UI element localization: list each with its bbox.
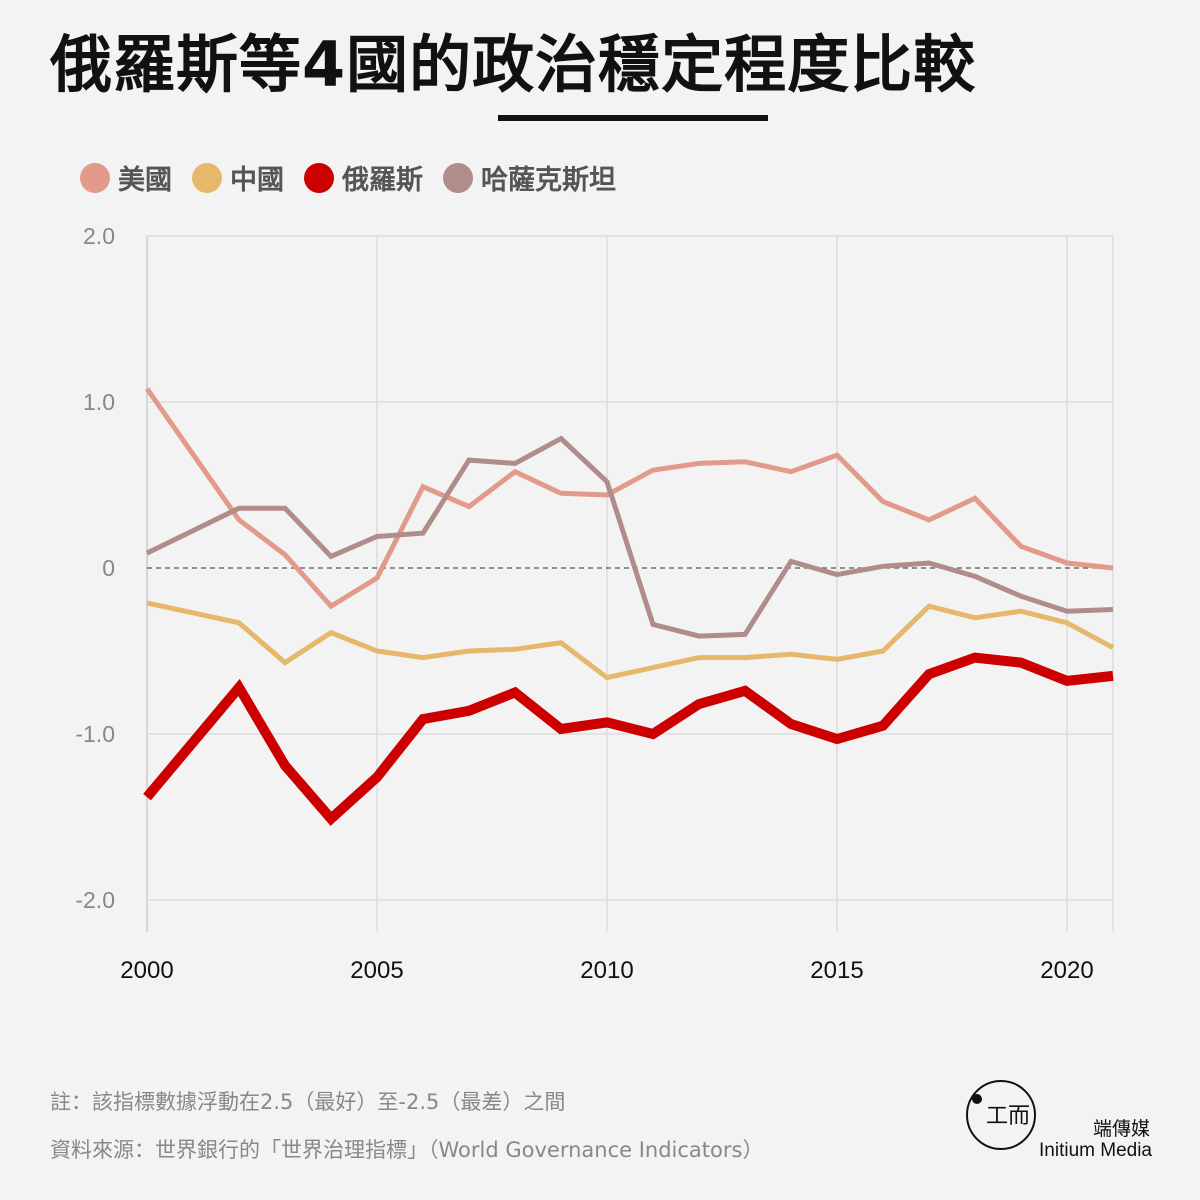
brand-logo — [966, 1080, 1036, 1150]
line-chart: 2.0 1.0 0 -1.0 -2.0 2000 2005 2010 2015 2020 — [75, 223, 1115, 984]
legend-dot-russia — [304, 162, 334, 193]
y-tick-label: 2.0 — [83, 223, 115, 249]
chart-legend: 美國 中國 俄羅斯 哈薩克斯坦 — [80, 158, 636, 197]
x-tick-label: 2000 — [120, 957, 173, 984]
y-tick-label: -2.0 — [75, 887, 115, 913]
legend-label-china: 中國 — [230, 165, 284, 196]
series-line-美國 — [144, 387, 1114, 610]
source-note: 資料來源：世界銀行的「世界治理指標」（World Governance Indi… — [50, 1138, 764, 1162]
brand-logo-dot — [972, 1094, 982, 1104]
legend-item-russia: 俄羅斯 — [304, 158, 423, 197]
title-underline — [498, 115, 768, 121]
legend-dot-usa — [80, 162, 110, 193]
x-tick-label: 2005 — [350, 957, 403, 984]
brand-logo-glyph: 工而 — [986, 1104, 1031, 1129]
legend-dot-kazakhstan — [443, 162, 473, 193]
brand-name-en: Initium Media — [1039, 1140, 1152, 1161]
x-tick-label: 2020 — [1040, 957, 1093, 984]
legend-label-kazakhstan: 哈薩克斯坦 — [481, 165, 616, 196]
footnote: 註：該指標數據浮動在2.5（最好）至-2.5（最差）之間 — [50, 1090, 566, 1114]
x-tick-label: 2010 — [580, 957, 633, 984]
x-tick-label: 2015 — [810, 957, 863, 984]
chart-title: 俄羅斯等4國的政治穩定程度比較 — [50, 28, 977, 101]
series-line-中國 — [146, 600, 1115, 681]
y-tick-label: 0 — [102, 555, 115, 581]
y-tick-label: 1.0 — [83, 389, 115, 415]
y-tick-label: -1.0 — [75, 721, 115, 747]
legend-dot-china — [192, 162, 222, 193]
legend-item-usa: 美國 — [80, 158, 172, 197]
brand-name-cn: 端傳媒 — [1092, 1118, 1150, 1140]
legend-label-russia: 俄羅斯 — [342, 165, 423, 196]
legend-label-usa: 美國 — [118, 165, 172, 196]
series-line-哈薩克斯坦 — [145, 435, 1114, 639]
series-line-俄羅斯 — [143, 652, 1114, 826]
legend-item-kazakhstan: 哈薩克斯坦 — [443, 158, 616, 197]
legend-item-china: 中國 — [192, 158, 284, 197]
